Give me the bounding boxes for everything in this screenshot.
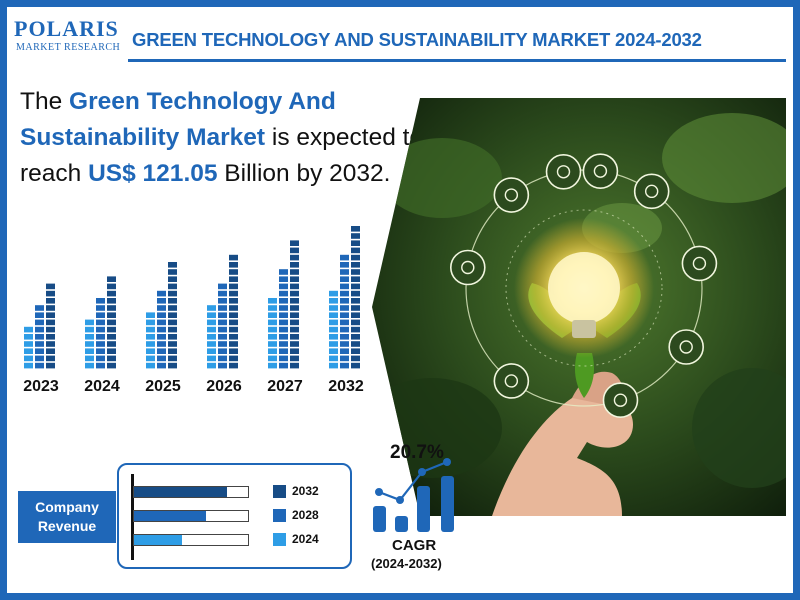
leaf-icon	[668, 329, 704, 365]
company-revenue-label: Company Revenue	[18, 491, 116, 543]
header-divider	[128, 59, 786, 62]
bar-2025-s1	[146, 312, 155, 369]
bar-2024-s1	[85, 319, 94, 369]
oil-rig-icon	[449, 249, 486, 286]
revenue-bar-fill-2032	[134, 487, 228, 497]
water-drop-icon	[633, 173, 670, 210]
revenue-bar-2032	[133, 486, 249, 498]
legend-label-2028: 2028	[292, 508, 319, 522]
legend-swatch-2032	[273, 485, 286, 498]
bar-2032-s1	[329, 290, 338, 369]
legend-label-2024: 2024	[292, 532, 319, 546]
revenue-bar-fill-2028	[134, 511, 206, 521]
revenue-bar-fill-2024	[134, 535, 182, 545]
recycle-icon	[493, 363, 530, 399]
solar-panel-icon	[545, 153, 582, 190]
cagr-title: CAGR	[392, 537, 437, 554]
bar-2023-s3	[46, 283, 55, 369]
revenue-bar-2024	[133, 534, 249, 546]
growth-bar-chart	[24, 226, 360, 369]
legend-swatch-2028	[273, 509, 286, 522]
bar-2026-s2	[218, 283, 227, 369]
revenue-bar-2028	[133, 510, 249, 522]
page-title: GREEN TECHNOLOGY AND SUSTAINABILITY MARK…	[132, 29, 702, 50]
logo-name: POLARIS	[14, 16, 119, 41]
bar-2025-s2	[157, 290, 166, 369]
polaris-logo: POLARIS MARKET RESEARCH	[14, 16, 124, 56]
bar-2026-s1	[207, 305, 216, 369]
logo-subtitle: MARKET RESEARCH	[16, 42, 121, 53]
bar-2032-s2	[340, 254, 349, 369]
year-label-2027: 2027	[267, 378, 303, 395]
bar-2027-s2	[279, 269, 288, 369]
legend-label-2032: 2032	[292, 484, 319, 498]
bar-2024-s3	[107, 276, 116, 369]
year-label-2023: 2023	[23, 378, 59, 395]
year-label-2025: 2025	[145, 378, 181, 395]
headline-suffix: Billion by 2032.	[217, 160, 391, 187]
cagr-chart-icon	[373, 458, 454, 532]
fuel-pump-icon	[681, 245, 718, 282]
bar-2027-s3	[290, 240, 299, 369]
bar-2026-s3	[229, 254, 238, 369]
year-label-2032: 2032	[328, 378, 364, 395]
bar-2024-s2	[96, 298, 105, 369]
cagr-value: 20.7%	[390, 442, 444, 463]
headline-value: US$ 121.05	[88, 160, 218, 187]
wind-turbine-icon	[582, 153, 619, 189]
headline: The Green Technology And Sustainability …	[20, 84, 490, 192]
sun-icon	[493, 177, 530, 213]
bar-2032-s3	[351, 226, 360, 369]
year-label-2026: 2026	[206, 378, 242, 395]
bar-2027-s1	[268, 298, 277, 369]
cagr-period: (2024-2032)	[371, 556, 442, 571]
headline-market-name: Green Technology And Sustainability Mark…	[20, 88, 336, 151]
bar-2023-s1	[24, 326, 33, 369]
headline-prefix: The	[20, 88, 70, 115]
green-tech-photo	[372, 98, 786, 516]
legend-swatch-2024	[273, 533, 286, 546]
bar-2023-s2	[35, 305, 44, 369]
headline-middle: is expected to reach	[20, 124, 424, 187]
revenue-axis	[131, 474, 134, 560]
corn-icon	[602, 382, 639, 419]
year-label-2024: 2024	[84, 378, 120, 395]
bar-2025-s3	[168, 262, 177, 369]
icon-ring	[449, 153, 718, 419]
